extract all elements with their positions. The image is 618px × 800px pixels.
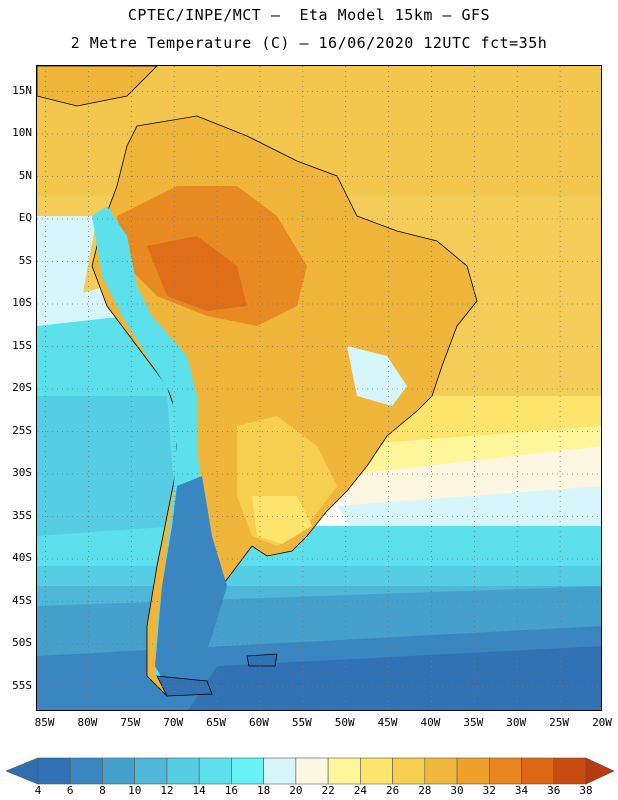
patagonia-cold: [155, 476, 227, 696]
colorbar-swatch: [198, 757, 232, 785]
ocean-band-4: [188, 646, 601, 710]
colorbar-swatch: [360, 757, 393, 785]
lon-tick-label: 35W: [463, 716, 484, 729]
colorbar-tick-label: 4: [34, 784, 42, 797]
colorbar: [5, 757, 615, 785]
lon-tick-label: 25W: [549, 716, 570, 729]
lon-tick-label: 80W: [77, 716, 98, 729]
colorbar-swatch: [553, 757, 587, 785]
chart-subtitle: 2 Metre Temperature (C) – 16/06/2020 12U…: [70, 34, 548, 52]
lat-tick-label: 15N: [12, 83, 32, 97]
colorbar-swatch: [166, 757, 200, 785]
map-panel: [36, 65, 602, 711]
colorbar-tick-label: 26: [385, 784, 400, 797]
lat-tick-label: 5N: [18, 168, 32, 182]
colorbar-tick-label: 20: [289, 784, 303, 797]
lat-tick-label: 50S: [12, 636, 32, 649]
colorbar-tick-label: 12: [160, 784, 174, 797]
colorbar-low-arrow: [5, 757, 39, 785]
colorbar-tick-label: 10: [128, 784, 142, 797]
colorbar-swatch: [102, 757, 136, 785]
colorbar-tick-label: 24: [353, 784, 367, 797]
caribbean-land: [37, 66, 158, 107]
colorbar-tick-label: 22: [321, 784, 335, 797]
colorbar-swatch: [392, 757, 426, 785]
lon-tick-label: 40W: [420, 716, 441, 729]
colorbar-tick-label: 16: [224, 784, 239, 797]
lon-tick-label: 20W: [592, 716, 612, 729]
colorbar-high-arrow: [585, 757, 615, 785]
lon-tick-label: 75W: [120, 716, 141, 729]
lat-tick-label: 15S: [12, 338, 32, 352]
colorbar-swatch: [488, 757, 522, 785]
colorbar-swatch: [456, 757, 490, 785]
colorbar-swatch: [37, 757, 71, 785]
colorbar-tick-label: 14: [192, 784, 206, 797]
falkland-islands: [246, 653, 278, 667]
lat-tick-label: 30S: [12, 466, 32, 479]
lat-tick-label: EQ: [18, 211, 32, 224]
colorbar-swatch: [521, 757, 555, 785]
colorbar-tick-label: 36: [547, 784, 561, 797]
colorbar-tick-label: 32: [482, 784, 496, 797]
lon-tick-label: 60W: [249, 716, 269, 729]
lat-tick-label: 5S: [18, 253, 32, 267]
interior-hot-core: [147, 236, 247, 311]
lon-tick-label: 85W: [34, 716, 55, 729]
lon-tick-label: 50W: [334, 716, 355, 729]
temperature-map: [37, 66, 601, 710]
lat-tick-label: 55S: [12, 678, 32, 692]
colorbar-tick-label: 8: [99, 784, 106, 797]
lon-tick-label: 65W: [206, 716, 227, 729]
lat-tick-label: 40S: [12, 551, 32, 564]
pampas-mild: [252, 496, 312, 544]
colorbar-swatch: [69, 757, 103, 785]
lat-tick-label: 10S: [12, 296, 32, 309]
lon-tick-label: 70W: [163, 716, 184, 729]
colorbar-tick-label: 34: [514, 784, 529, 797]
lon-tick-label: 55W: [291, 716, 312, 729]
colorbar-tick-label: 38: [579, 784, 593, 797]
colorbar-swatch: [295, 757, 329, 785]
lat-tick-label: 45S: [12, 593, 32, 607]
lat-tick-label: 25S: [12, 423, 32, 437]
brazil-highland-cool: [347, 346, 407, 406]
colorbar-swatch: [327, 757, 361, 785]
lon-tick-label: 45W: [377, 716, 398, 729]
colorbar-swatch: [231, 757, 264, 785]
lat-tick-label: 20S: [12, 381, 32, 394]
colorbar-swatch: [424, 757, 458, 785]
colorbar-tick-label: 6: [66, 784, 74, 797]
tierra-del-fuego: [156, 675, 213, 697]
colorbar-swatch: [263, 757, 297, 785]
lon-tick-label: 30W: [506, 716, 527, 729]
colorbar-swatch: [134, 757, 168, 785]
colorbar-tick-label: 18: [257, 784, 271, 797]
pacific-band-14: [37, 396, 177, 536]
colorbar-tick-label: 30: [450, 784, 464, 797]
chart-title: CPTEC/INPE/MCT – Eta Model 15km – GFS: [127, 6, 491, 24]
colorbar-tick-label: 28: [418, 784, 432, 797]
lat-tick-label: 35S: [12, 508, 32, 522]
lat-tick-label: 10N: [12, 126, 32, 139]
